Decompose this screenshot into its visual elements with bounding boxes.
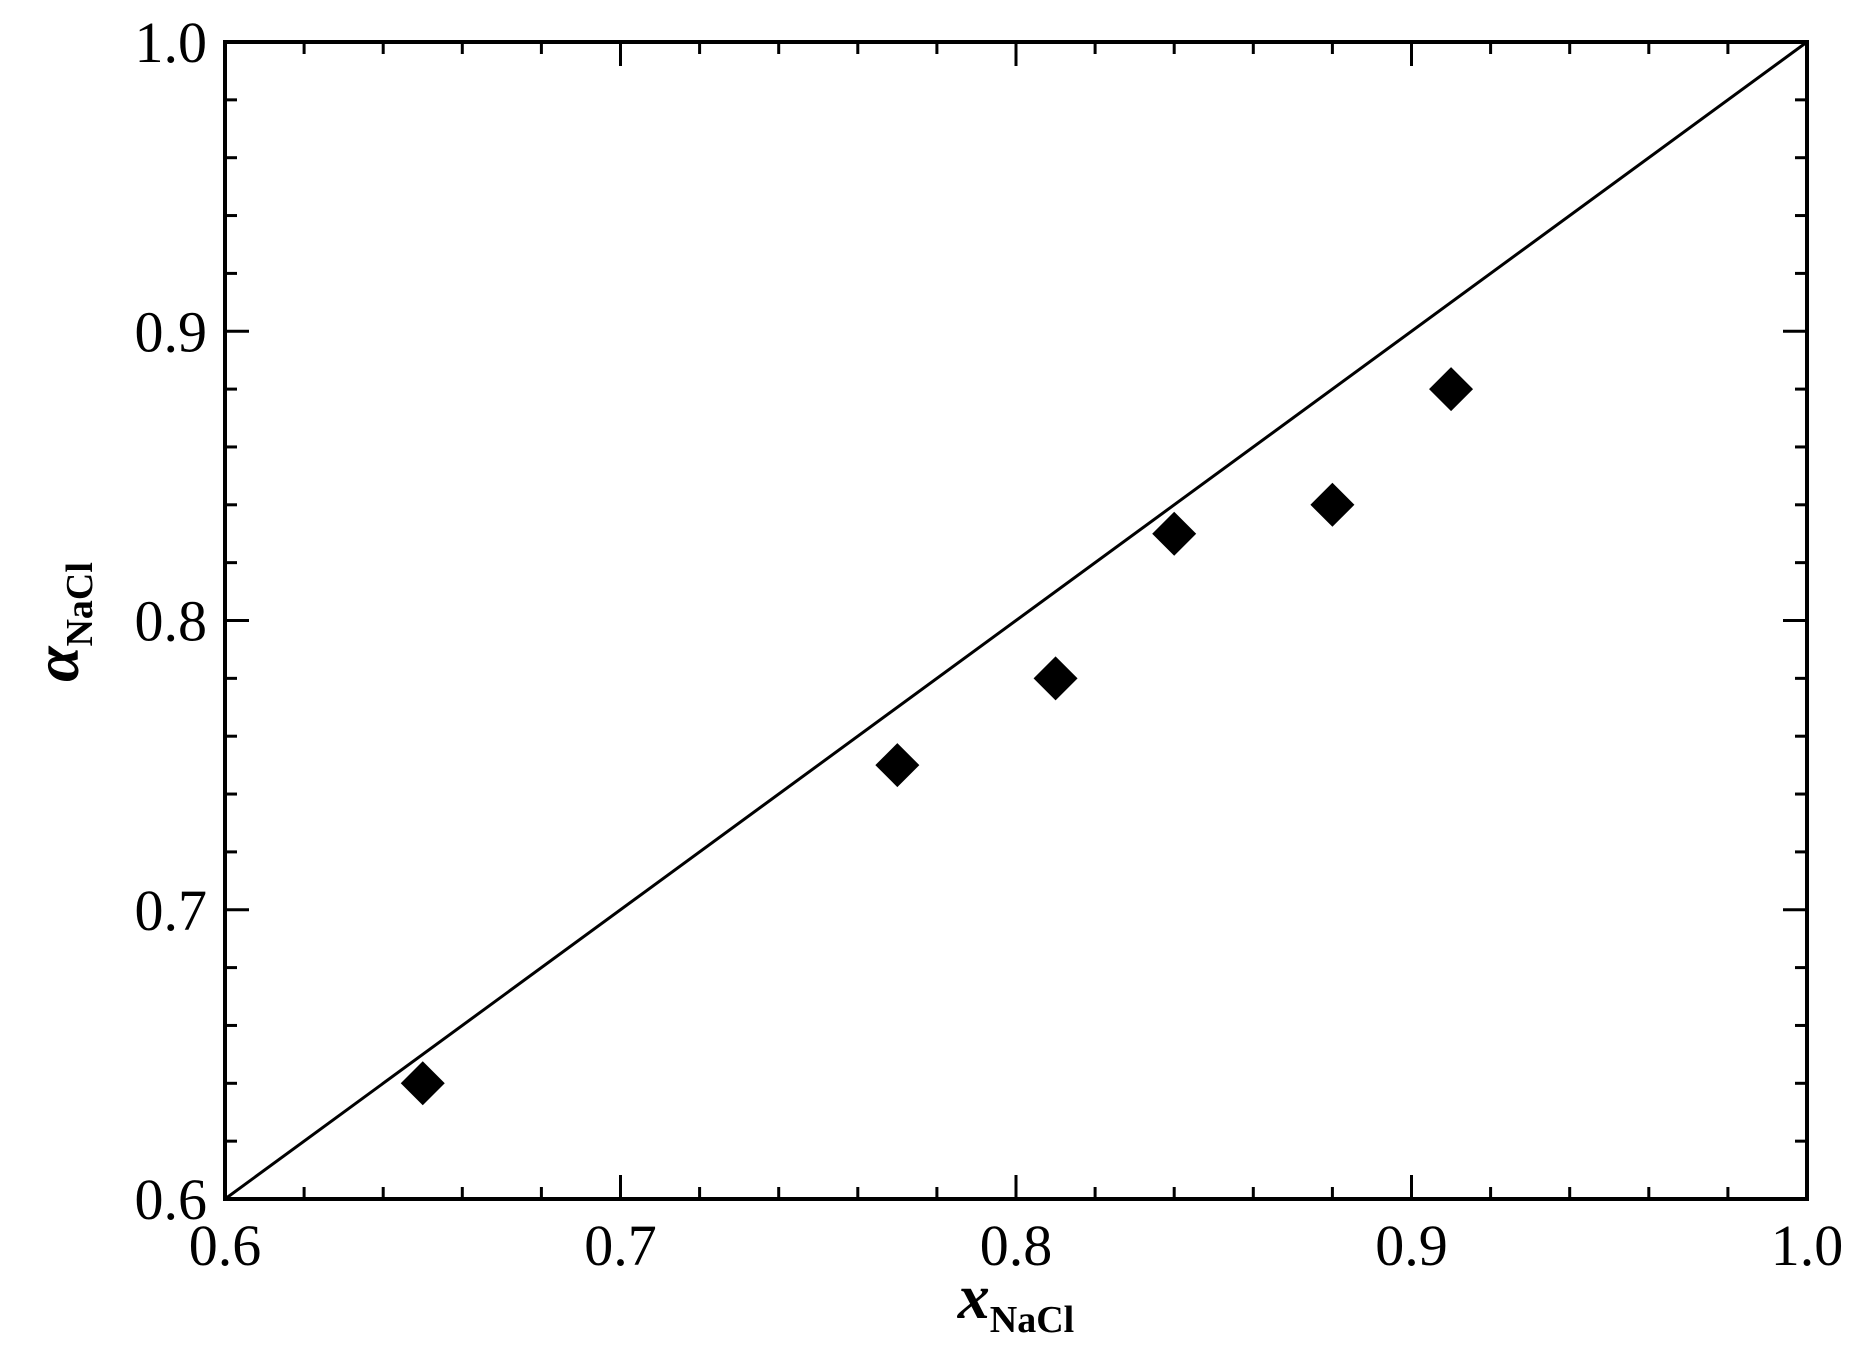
x-tick-label: 0.8 — [980, 1213, 1053, 1278]
x-axis-label-sub: NaCl — [990, 1299, 1074, 1341]
identity-line — [224, 40, 1808, 1201]
y-tick-label: 0.9 — [135, 299, 208, 364]
data-point-diamond — [1033, 656, 1078, 701]
data-point-diamond — [1310, 482, 1355, 527]
y-axis-label: αNaCl — [21, 562, 101, 682]
data-point-diamond — [400, 1061, 445, 1106]
minor-ticks — [225, 42, 1807, 1199]
data-point-diamond — [1429, 367, 1474, 412]
x-tick-label: 0.7 — [584, 1213, 657, 1278]
y-axis-label-main: α — [21, 645, 92, 682]
data-point-diamond — [875, 743, 920, 788]
y-tick-label: 0.7 — [135, 878, 208, 943]
x-tick-labels: 0.6 0.7 0.8 0.9 1.0 — [189, 1213, 1844, 1278]
y-tick-label: 0.8 — [135, 589, 208, 654]
y-tick-label: 1.0 — [135, 10, 208, 75]
y-tick-labels: 0.6 0.7 0.8 0.9 1.0 — [135, 10, 208, 1232]
data-point-diamond — [1152, 511, 1197, 556]
x-tick-label: 0.9 — [1375, 1213, 1448, 1278]
x-tick-label: 1.0 — [1771, 1213, 1844, 1278]
major-ticks — [223, 40, 1809, 1201]
x-tick-label: 0.6 — [189, 1213, 262, 1278]
y-tick-label: 0.6 — [135, 1167, 208, 1232]
x-axis-label: xNaCl — [957, 1261, 1074, 1341]
x-axis-label-main: x — [957, 1261, 990, 1332]
data-points — [400, 367, 1474, 1106]
y-axis-label-sub: NaCl — [59, 562, 101, 646]
